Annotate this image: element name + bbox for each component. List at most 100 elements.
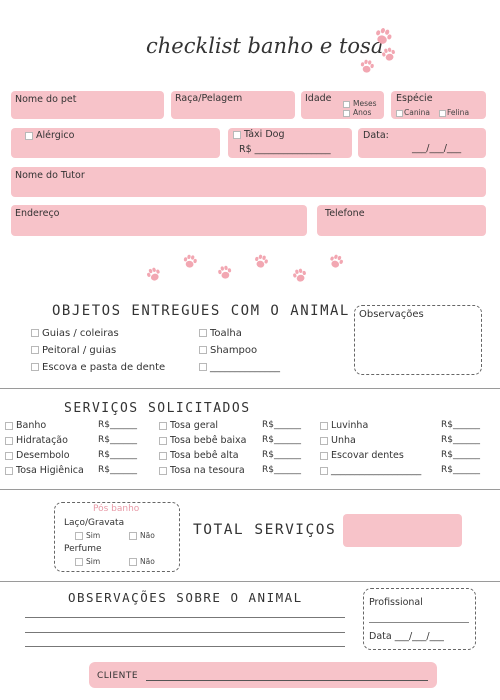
- taxi-dog-field[interactable]: Táxi Dog R$ ________________: [228, 128, 352, 158]
- species-canine-option[interactable]: Canina: [396, 108, 430, 117]
- service-price[interactable]: R$______: [262, 420, 301, 430]
- taxi-dog-option[interactable]: Táxi Dog: [233, 129, 285, 140]
- service-checkbox[interactable]: [5, 421, 13, 430]
- bow-tie-no-option[interactable]: Não: [129, 531, 155, 540]
- object-item-toothbrush[interactable]: Escova e pasta de dente: [31, 362, 165, 373]
- animal-observations-title: OBSERVAÇÕES SOBRE O ANIMAL: [68, 590, 303, 605]
- post-bath-box: Pós banho Laço/Gravata Sim Não Perfume S…: [54, 502, 180, 572]
- service-checkbox[interactable]: [159, 466, 167, 475]
- service-item[interactable]: Tosa Higiênica: [5, 465, 84, 476]
- service-price[interactable]: R$______: [441, 420, 480, 430]
- date-field[interactable]: Data: ___/___/___: [358, 128, 486, 158]
- species-feline-label: Felina: [447, 108, 470, 117]
- service-item[interactable]: Tosa geral: [159, 420, 218, 431]
- service-item[interactable]: Desembolo: [5, 450, 70, 461]
- tutor-name-field[interactable]: Nome do Tutor: [11, 167, 486, 197]
- object-item-harness[interactable]: Peitoral / guias: [31, 345, 116, 356]
- post-bath-title: Pós banho: [93, 504, 140, 514]
- object-item-towel[interactable]: Toalha: [199, 328, 242, 339]
- professional-box[interactable]: Profissional Data ___/___/___: [363, 588, 476, 650]
- service-price[interactable]: R$______: [441, 435, 480, 445]
- client-label: CLIENTE: [97, 671, 139, 681]
- service-checkbox[interactable]: [5, 466, 13, 475]
- service-label: ___________________: [331, 465, 422, 476]
- service-item[interactable]: Tosa na tesoura: [159, 465, 245, 476]
- service-price[interactable]: R$______: [262, 465, 301, 475]
- age-months-label: Meses: [353, 99, 377, 108]
- object-item-label: ______________: [210, 362, 280, 373]
- service-item[interactable]: Hidratação: [5, 435, 68, 446]
- species-feline-option[interactable]: Felina: [439, 108, 469, 117]
- service-checkbox[interactable]: [320, 436, 328, 445]
- phone-field[interactable]: Telefone: [317, 205, 486, 236]
- service-price[interactable]: R$______: [441, 465, 480, 475]
- date-label: Data:: [363, 130, 389, 141]
- service-checkbox[interactable]: [5, 451, 13, 460]
- service-checkbox[interactable]: [320, 451, 328, 460]
- observation-line: [25, 617, 345, 618]
- object-item-leashes[interactable]: Guias / coleiras: [31, 328, 119, 339]
- services-section-title: SERVIÇOS SOLICITADOS: [64, 401, 251, 416]
- object-item-other[interactable]: ______________: [199, 362, 280, 373]
- observations-box[interactable]: Observações: [354, 305, 482, 375]
- yes-label: Sim: [86, 557, 101, 566]
- service-price[interactable]: R$______: [98, 435, 137, 445]
- object-item-label: Escova e pasta de dente: [42, 362, 166, 373]
- paw-icon: [357, 57, 378, 78]
- service-checkbox[interactable]: [320, 421, 328, 430]
- allergic-field[interactable]: Alérgico: [11, 128, 220, 158]
- perfume-label: Perfume: [64, 544, 102, 554]
- object-item-shampoo[interactable]: Shampoo: [199, 345, 257, 356]
- service-checkbox[interactable]: [5, 436, 13, 445]
- address-field[interactable]: Endereço: [11, 205, 307, 236]
- service-item[interactable]: Tosa bebê baixa: [159, 435, 247, 446]
- service-label: Desembolo: [16, 450, 70, 461]
- service-checkbox[interactable]: [159, 421, 167, 430]
- paw-icon: [250, 251, 272, 273]
- total-field[interactable]: [343, 514, 462, 547]
- client-line: [146, 680, 428, 681]
- paw-icon: [324, 250, 347, 273]
- service-price[interactable]: R$______: [98, 465, 137, 475]
- service-item[interactable]: Escovar dentes: [320, 450, 404, 461]
- breed-field[interactable]: Raça/Pelagem: [171, 91, 295, 119]
- paw-icon: [289, 265, 311, 287]
- professional-date: Data ___/___/___: [369, 631, 444, 642]
- service-price[interactable]: R$______: [98, 420, 137, 430]
- age-months-option[interactable]: Meses: [343, 99, 377, 108]
- allergic-option[interactable]: Alérgico: [25, 130, 74, 141]
- paw-icon: [142, 263, 165, 286]
- service-label: Tosa bebê baixa: [170, 435, 247, 446]
- divider: [0, 581, 500, 582]
- pet-name-field[interactable]: Nome do pet: [11, 91, 164, 119]
- paw-icon: [378, 44, 400, 66]
- objects-section-title: OBJETOS ENTREGUES COM O ANIMAL: [52, 303, 350, 319]
- service-label: Tosa bebê alta: [170, 450, 239, 461]
- service-item[interactable]: Tosa bebê alta: [159, 450, 239, 461]
- total-label: TOTAL SERVIÇOS R$: [193, 522, 367, 538]
- observation-line: [25, 632, 345, 633]
- age-years-option[interactable]: Anos: [343, 108, 371, 117]
- service-price[interactable]: R$______: [441, 450, 480, 460]
- bow-tie-yes-option[interactable]: Sim: [75, 531, 100, 540]
- service-checkbox[interactable]: [159, 451, 167, 460]
- client-field[interactable]: CLIENTE: [89, 662, 437, 688]
- service-item[interactable]: Unha: [320, 435, 356, 446]
- service-item[interactable]: Luvinha: [320, 420, 368, 431]
- age-field[interactable]: Idade Meses Anos: [301, 91, 384, 119]
- service-checkbox[interactable]: [159, 436, 167, 445]
- yes-label: Sim: [86, 531, 101, 540]
- service-label: Hidratação: [16, 435, 68, 446]
- professional-line: [369, 622, 469, 623]
- service-price[interactable]: R$______: [262, 435, 301, 445]
- service-item[interactable]: Banho: [5, 420, 46, 431]
- service-item[interactable]: ___________________: [320, 465, 421, 476]
- service-checkbox[interactable]: [320, 466, 328, 475]
- perfume-no-option[interactable]: Não: [129, 557, 155, 566]
- service-price[interactable]: R$______: [98, 450, 137, 460]
- service-label: Banho: [16, 420, 47, 431]
- page-title: checklist banho e tosa: [146, 34, 384, 58]
- service-price[interactable]: R$______: [262, 450, 301, 460]
- perfume-yes-option[interactable]: Sim: [75, 557, 100, 566]
- species-field[interactable]: Espécie Canina Felina: [391, 91, 486, 119]
